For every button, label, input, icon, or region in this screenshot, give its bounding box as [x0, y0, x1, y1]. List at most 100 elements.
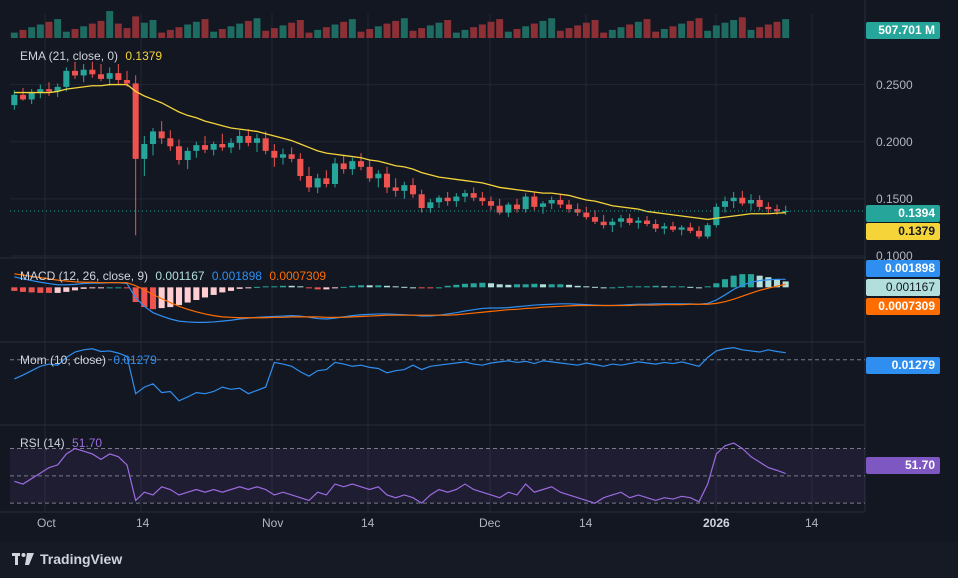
macd-histogram-bar	[253, 286, 261, 288]
volume-bar	[244, 20, 252, 38]
macd-histogram-bar	[193, 287, 200, 300]
volume-bar	[556, 30, 564, 38]
macd-histogram-bar	[418, 287, 425, 289]
macd-histogram-bar	[227, 287, 235, 291]
macd-histogram-bar	[375, 285, 382, 288]
candle	[210, 144, 217, 150]
macd-histogram-bar	[305, 287, 313, 289]
volume-bar	[374, 26, 382, 38]
macd-histogram-bar	[409, 287, 417, 289]
candle	[713, 206, 720, 226]
volume-bar	[288, 22, 296, 38]
candle	[669, 226, 677, 230]
candle	[132, 83, 139, 159]
macd-histogram-bar	[383, 285, 391, 288]
candle	[323, 178, 330, 184]
macd-histogram-bar	[262, 286, 269, 288]
candle	[54, 86, 61, 92]
signal-line	[14, 273, 786, 319]
candle	[331, 163, 339, 184]
macd-histogram-bar	[366, 285, 373, 288]
candle	[643, 220, 651, 224]
volume-bar	[738, 17, 746, 38]
volume-bar	[582, 22, 590, 38]
candle	[279, 154, 287, 158]
macd-histogram-bar	[323, 287, 330, 290]
macd-histogram-bar	[201, 287, 209, 298]
candle	[435, 197, 443, 203]
volume-bar	[71, 29, 79, 38]
volume-bar	[114, 23, 122, 38]
candle	[496, 205, 503, 213]
volume-bar	[348, 19, 356, 38]
volume-bar	[19, 29, 27, 38]
macd-histogram-bar	[522, 284, 529, 288]
candle	[427, 202, 434, 208]
candle	[565, 204, 573, 210]
candle	[97, 74, 105, 79]
candle	[548, 200, 555, 204]
macd-histogram-bar	[149, 287, 157, 310]
volume-bar	[210, 31, 218, 38]
volume-bar	[132, 16, 140, 38]
candle	[89, 69, 96, 75]
candle	[80, 69, 87, 76]
volume-bar	[123, 28, 131, 38]
macd-histogram-bar	[219, 287, 226, 293]
volume-bar	[270, 28, 278, 38]
macd-histogram-bar	[721, 279, 729, 288]
rsi-legend-name: RSI (14)	[20, 436, 65, 450]
volume-bar	[686, 20, 694, 38]
ema-price-tag: 0.1379	[866, 223, 940, 240]
candle	[63, 70, 70, 87]
macd-histogram-bar	[583, 286, 590, 288]
candle	[253, 138, 261, 143]
volume-bar	[782, 19, 790, 38]
volume-bar	[80, 26, 88, 38]
candle	[695, 230, 703, 237]
x-label-oct-14: 14	[136, 516, 150, 530]
volume-bar	[262, 30, 270, 38]
volume-bar	[704, 30, 712, 38]
ema-legend: EMA (21, close, 0) 0.1379	[20, 49, 166, 63]
candle	[782, 210, 789, 212]
volume-bar	[712, 25, 720, 38]
candle	[71, 70, 79, 76]
candle	[678, 227, 685, 230]
tradingview-brand[interactable]: TradingView	[12, 551, 122, 567]
macd-histogram-bar	[730, 275, 737, 288]
macd-histogram-bar	[288, 285, 295, 288]
volume-bar	[730, 20, 738, 38]
candle	[305, 176, 313, 188]
macd-histogram-bar	[479, 282, 486, 288]
macd-histogram-bar	[470, 283, 477, 288]
macd-histogram-bar	[747, 274, 755, 288]
macd-histogram-bar	[487, 283, 495, 288]
candle	[392, 187, 399, 191]
macd-histogram-bar	[11, 287, 18, 291]
chart-canvas[interactable]	[0, 0, 958, 542]
macd-histogram-bar	[340, 286, 347, 288]
volume-bar	[227, 26, 235, 38]
volume-bar	[10, 32, 18, 38]
volume-bar	[695, 18, 703, 38]
macd-histogram-bar	[19, 287, 27, 292]
candle	[11, 94, 18, 106]
x-label-nov-14: 14	[361, 516, 375, 530]
macd-histogram-bar	[600, 287, 607, 289]
x-label-2026: 2026	[703, 516, 730, 530]
candle	[591, 217, 599, 222]
macd-histogram-bar	[617, 286, 625, 288]
macd-histogram-bar	[427, 287, 434, 289]
candle	[123, 80, 131, 84]
macd-histogram-bar	[54, 287, 61, 293]
candle	[158, 131, 165, 139]
volume-bar	[478, 24, 486, 38]
volume-bar	[253, 18, 261, 38]
macd-histogram-bar	[678, 286, 685, 288]
macd-histogram-bar	[591, 286, 599, 288]
macd-histogram-bar	[496, 284, 503, 288]
candle	[453, 196, 460, 202]
macd-histogram-bar	[297, 286, 304, 288]
macd-histogram-bar	[45, 287, 53, 293]
